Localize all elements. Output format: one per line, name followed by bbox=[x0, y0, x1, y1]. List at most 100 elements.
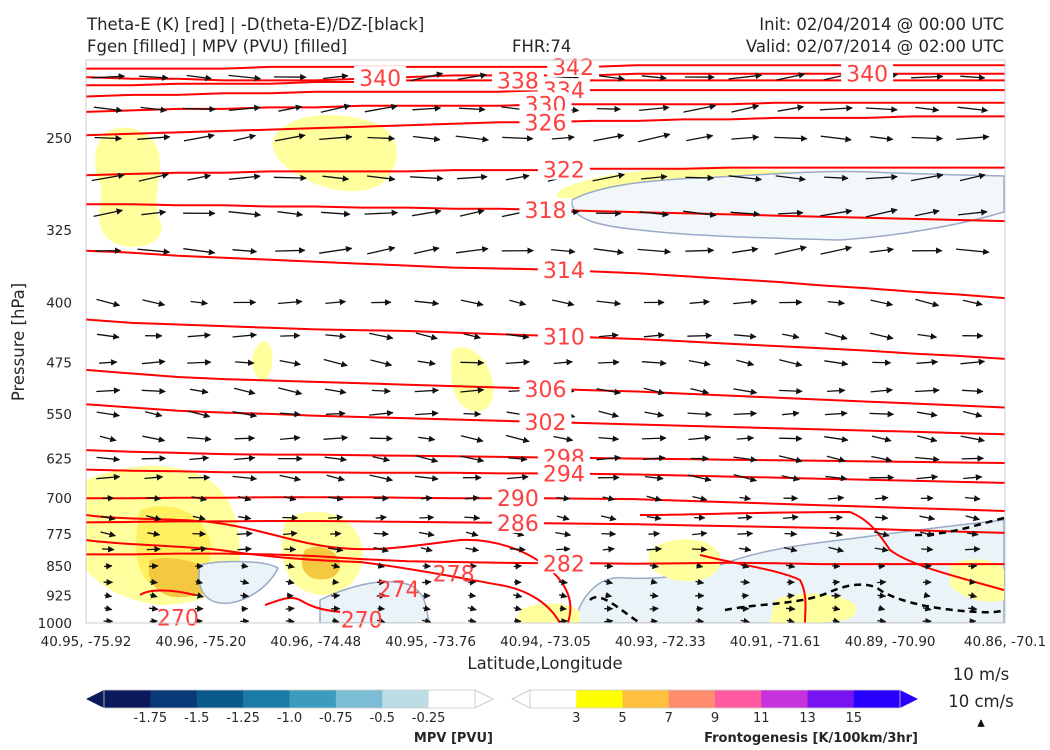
wind-vector bbox=[733, 298, 758, 306]
wind-vector bbox=[730, 210, 761, 218]
wind-vector bbox=[240, 592, 250, 599]
theta-e-label-340-1: 340 bbox=[846, 63, 888, 88]
wind-vector bbox=[137, 248, 171, 255]
mpv-colorbar-tick-2: -1.25 bbox=[226, 711, 260, 726]
wind-vector bbox=[596, 299, 622, 307]
theta-e-contour-280-right bbox=[699, 554, 807, 623]
theta-e-contour-286 bbox=[86, 520, 1005, 534]
x-tick-label-0: 40.95, -75.92 bbox=[41, 634, 132, 650]
wind-vector bbox=[195, 618, 203, 623]
wind-vector bbox=[138, 172, 169, 182]
mpv-colorbar-segment-7 bbox=[428, 690, 476, 708]
wind-vector bbox=[189, 388, 209, 395]
wind-vector bbox=[646, 495, 662, 502]
wind-vector bbox=[688, 359, 711, 367]
mpv-colorbar-tick-0: -1.75 bbox=[134, 711, 168, 726]
wind-vector bbox=[144, 411, 163, 418]
wind-vector bbox=[736, 359, 755, 367]
wind-vector bbox=[191, 495, 208, 502]
wind-vector bbox=[502, 135, 534, 142]
wind-vector bbox=[551, 299, 575, 307]
wind-vector bbox=[731, 134, 760, 141]
theta-e-label-bg-282-0 bbox=[537, 551, 590, 574]
theta-e-label-318-0: 318 bbox=[525, 199, 567, 224]
wind-vector bbox=[775, 175, 806, 183]
wind-vector bbox=[455, 135, 489, 143]
wind-vector bbox=[369, 474, 394, 483]
wind-vector bbox=[649, 605, 659, 613]
title-right-line1: Init: 02/04/2014 @ 00:00 UTC bbox=[759, 15, 1004, 34]
theta-e-label-338-0: 338 bbox=[497, 69, 539, 94]
wind-vector bbox=[556, 495, 571, 502]
wind-vector bbox=[824, 410, 848, 417]
wind-vector bbox=[96, 298, 121, 308]
wind-vector bbox=[604, 578, 614, 586]
wind-vector bbox=[142, 299, 166, 307]
wind-vector bbox=[367, 175, 396, 182]
wind-vector bbox=[420, 495, 433, 502]
wind-vector bbox=[460, 359, 485, 366]
wind-vector bbox=[604, 618, 614, 623]
wind-vector bbox=[94, 135, 123, 142]
wind-vector bbox=[417, 359, 436, 367]
wind-vector bbox=[149, 618, 158, 623]
wind-vector bbox=[375, 514, 387, 521]
wind-vector bbox=[728, 175, 763, 183]
dtheta-dz-contour-lower-right bbox=[724, 583, 1005, 614]
y-tick-label-625: 625 bbox=[46, 452, 72, 468]
mpv-colorbar-segment-6 bbox=[382, 690, 430, 708]
wind-vector bbox=[786, 605, 796, 612]
wind-vector bbox=[871, 435, 892, 443]
wind-vector bbox=[914, 455, 940, 463]
wind-vector bbox=[415, 332, 438, 341]
wind-vector bbox=[690, 387, 710, 395]
wind-vector bbox=[641, 434, 667, 442]
wind-vector bbox=[650, 578, 658, 585]
wind-vector bbox=[234, 454, 256, 462]
wind-vector bbox=[825, 474, 848, 482]
wind-vector bbox=[509, 299, 527, 307]
wind-vector bbox=[324, 388, 347, 395]
wind-vector bbox=[371, 387, 391, 395]
frontogenesis-colorbar-tick-5: 5 bbox=[618, 711, 626, 726]
theta-e-label-bg-302-0 bbox=[519, 410, 572, 433]
wind-vector bbox=[328, 514, 344, 521]
y-tick-label-475: 475 bbox=[46, 356, 72, 372]
wind-vector bbox=[648, 530, 661, 538]
frontogenesis-colorbar-tick-11: 11 bbox=[753, 711, 770, 726]
wind-vector bbox=[141, 455, 167, 462]
theta-e-label-bg-340-1 bbox=[841, 61, 894, 84]
wind-vector bbox=[455, 246, 489, 254]
wind-vector bbox=[96, 455, 121, 463]
wind-vector bbox=[592, 172, 626, 182]
wind-vector bbox=[327, 495, 344, 502]
theta-e-label-290-0: 290 bbox=[497, 487, 539, 512]
wind-vector bbox=[558, 578, 568, 586]
wind-vector bbox=[646, 545, 663, 553]
wind-vector bbox=[596, 454, 622, 462]
wind-vector bbox=[873, 531, 890, 538]
frontogenesis-colorbar-segment-3 bbox=[668, 690, 716, 708]
x-tick-label-1: 40.96, -75.20 bbox=[156, 634, 247, 650]
frontogenesis-colorbar-tick-9: 9 bbox=[711, 711, 719, 726]
wind-vector bbox=[138, 74, 169, 81]
y-tick-label-775: 775 bbox=[46, 527, 72, 543]
wind-vector bbox=[192, 514, 206, 521]
y-axis-label: Pressure [hPa] bbox=[9, 283, 28, 401]
wind-vector bbox=[465, 530, 479, 538]
wind-vector bbox=[280, 434, 301, 442]
wind-vector bbox=[100, 531, 117, 538]
wind-vector bbox=[968, 605, 978, 612]
wind-vector bbox=[777, 104, 805, 112]
wind-vector bbox=[330, 530, 342, 538]
wind-vector bbox=[187, 173, 212, 181]
wind-vector bbox=[832, 579, 841, 586]
wind-vector bbox=[194, 592, 204, 599]
wind-vector bbox=[778, 455, 803, 464]
wind-vector bbox=[688, 434, 712, 442]
wind-vector bbox=[916, 358, 939, 366]
wind-vector bbox=[829, 514, 843, 521]
wind-vector bbox=[828, 494, 845, 502]
wind-vector bbox=[874, 546, 889, 553]
theta-e-label-low-270-3: 270 bbox=[341, 608, 383, 633]
